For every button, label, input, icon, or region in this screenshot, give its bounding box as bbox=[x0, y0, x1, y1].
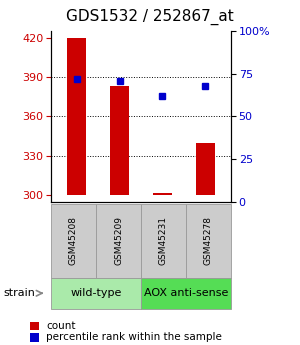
Text: percentile rank within the sample: percentile rank within the sample bbox=[46, 333, 222, 342]
Bar bbox=[196, 143, 215, 195]
Text: AOX anti-sense: AOX anti-sense bbox=[144, 288, 228, 298]
Text: GSM45231: GSM45231 bbox=[159, 216, 168, 265]
Text: GSM45208: GSM45208 bbox=[69, 216, 78, 265]
Text: wild-type: wild-type bbox=[70, 288, 122, 298]
Bar bbox=[110, 86, 129, 195]
Bar bbox=[67, 38, 86, 195]
Text: GSM45209: GSM45209 bbox=[114, 216, 123, 265]
Text: strain: strain bbox=[3, 288, 35, 298]
Text: GSM45278: GSM45278 bbox=[204, 216, 213, 265]
Bar bbox=[153, 193, 172, 195]
Text: GDS1532 / 252867_at: GDS1532 / 252867_at bbox=[66, 9, 234, 25]
Text: count: count bbox=[46, 321, 76, 331]
